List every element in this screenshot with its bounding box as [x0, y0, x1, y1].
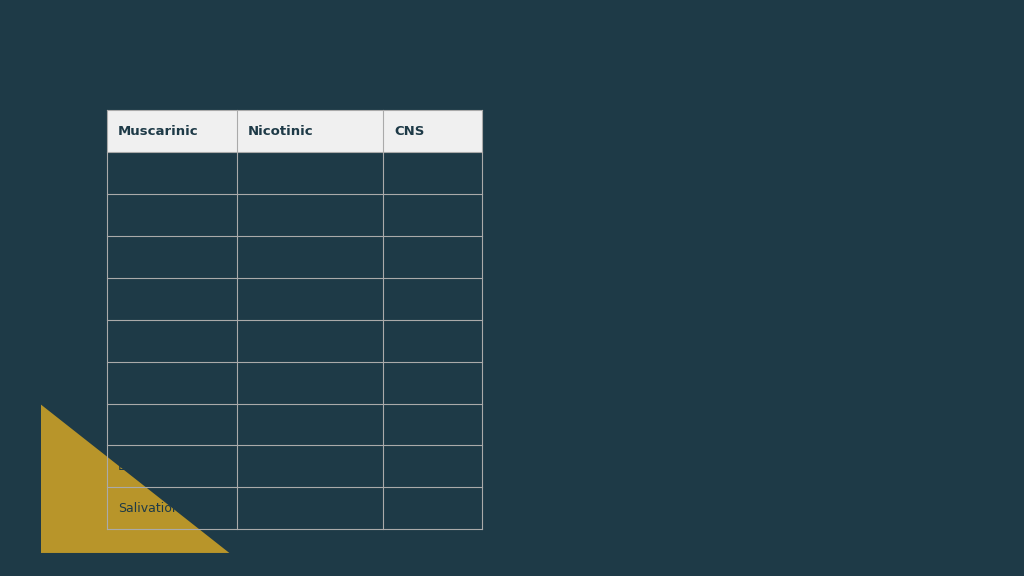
Text: Anxiety: Anxiety [394, 167, 441, 180]
Text: Confusion: Confusion [394, 334, 457, 347]
Text: Resuscitation: Resuscitation [545, 111, 662, 126]
Text: Seizures: Seizures [394, 251, 447, 263]
Text: Muscarinic: Muscarinic [118, 125, 199, 138]
Text: • Haemodynamic monitoring: • Haemodynamic monitoring [545, 212, 723, 225]
Text: Lethargy: Lethargy [118, 460, 173, 473]
Text: Management: Management [545, 66, 664, 81]
Text: Diarrhoea: Diarrhoea [118, 167, 180, 180]
Text: Tremors: Tremors [394, 293, 444, 305]
Text: Bronchospasm: Bronchospasm [118, 334, 211, 347]
Text: Urination: Urination [118, 209, 175, 222]
Text: Decontamination: Decontamination [545, 284, 692, 299]
Text: • Seizure control with benzodiazepine: • Seizure control with benzodiazepine [545, 242, 777, 255]
Bar [106, 111, 482, 152]
Text: Miosis: Miosis [118, 251, 157, 263]
Text: Weakness: Weakness [248, 251, 311, 263]
Text: Insomnia: Insomnia [394, 209, 452, 222]
Text: Emesis: Emesis [118, 376, 163, 389]
Text: Tachycardia: Tachycardia [248, 209, 323, 222]
Text: Salivation: Salivation [118, 502, 180, 515]
Text: IVI infusion: total dose of atropine given. 10-
20% of this dose per hour: IVI infusion: total dose of atropine giv… [545, 557, 818, 576]
Text: Bradycardia: Bradycardia [118, 293, 194, 305]
Text: Mydriasis: Mydriasis [248, 376, 307, 389]
Text: Lacrimation: Lacrimation [118, 418, 193, 431]
Text: Clinical features: Clinical features [106, 66, 299, 85]
Text: Remove all clothing: Remove all clothing [545, 320, 666, 333]
Polygon shape [823, 23, 983, 182]
Text: • Atropine 2-5mg IVI. Reasses every 5 minutes
  for evidence of atropinization (: • Atropine 2-5mg IVI. Reasses every 5 mi… [545, 396, 839, 476]
Text: Hypertension: Hypertension [248, 167, 332, 180]
Text: Antidote: Antidote [545, 356, 618, 371]
Text: • Aspiration, bronchospasm, seizures may
  require intubation and ventilation.: • Aspiration, bronchospasm, seizures may… [545, 150, 805, 180]
Text: CNS: CNS [394, 125, 425, 138]
Text: Fasciculations: Fasciculations [248, 293, 336, 305]
Text: Paralysis: Paralysis [248, 334, 303, 347]
Text: Nicotinic: Nicotinic [248, 125, 313, 138]
Polygon shape [41, 404, 229, 553]
